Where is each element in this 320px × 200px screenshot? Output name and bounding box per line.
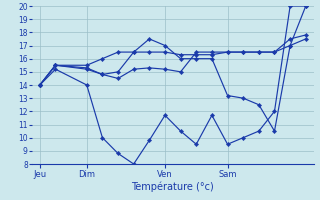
X-axis label: Température (°c): Température (°c) — [132, 181, 214, 192]
